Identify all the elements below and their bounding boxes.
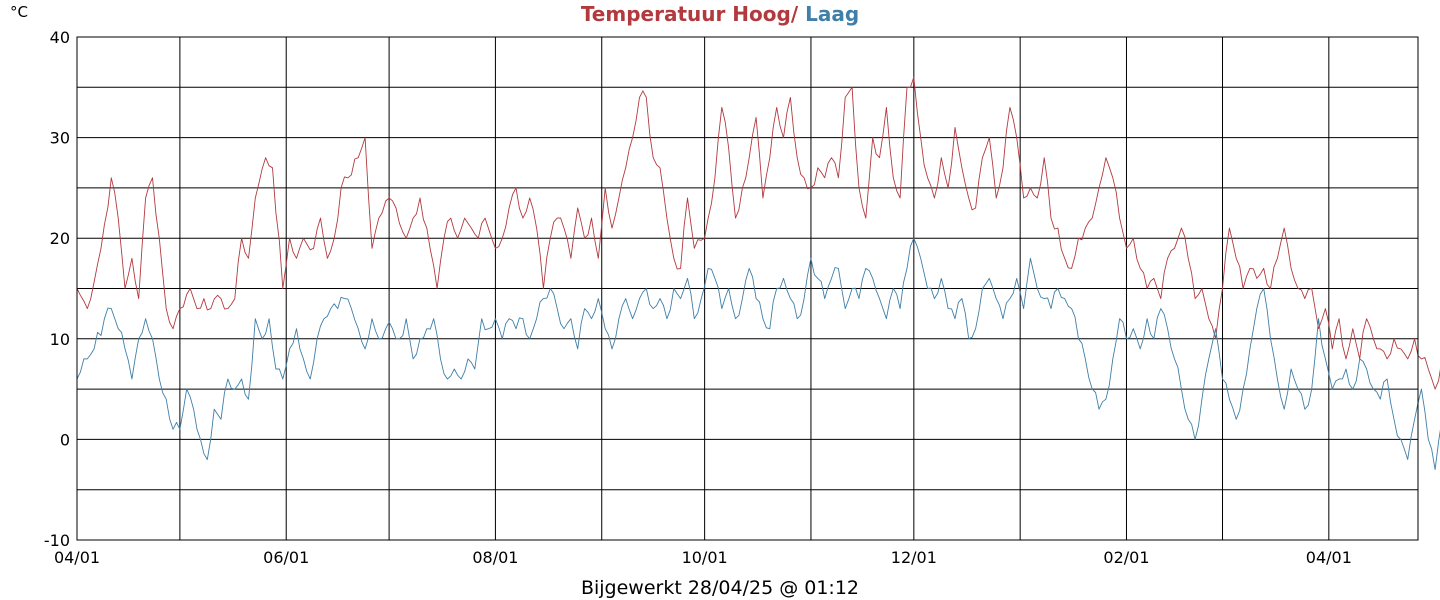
series-line-high bbox=[76, 76, 1440, 390]
x-tick-label: 06/01 bbox=[263, 548, 309, 567]
y-tick-label: 30 bbox=[50, 129, 70, 148]
y-tick-label: -10 bbox=[44, 531, 70, 550]
x-tick-label: 12/01 bbox=[891, 548, 937, 567]
y-axis-ticks: -10 0 10 20 30 40 bbox=[44, 28, 70, 550]
y-tick-label: 0 bbox=[60, 430, 70, 449]
x-tick-label: 10/01 bbox=[682, 548, 728, 567]
x-tick-label: 04/01 bbox=[54, 548, 100, 567]
x-tick-label: 08/01 bbox=[472, 548, 518, 567]
updated-timestamp: Bijgewerkt 28/04/25 @ 01:12 bbox=[581, 577, 859, 599]
y-tick-label: 40 bbox=[50, 28, 70, 47]
chart-title: Temperatuur Hoog/ Laag bbox=[581, 2, 859, 26]
y-tick-label: 10 bbox=[50, 330, 70, 349]
y-tick-label: 20 bbox=[50, 229, 70, 248]
series-layer bbox=[76, 76, 1440, 471]
y-unit-label: °C bbox=[10, 3, 28, 21]
plot-frame bbox=[76, 36, 1419, 541]
x-axis-ticks: 04/01 06/01 08/01 10/01 12/01 02/01 04/01 bbox=[54, 548, 1352, 567]
title-low-part: Laag bbox=[805, 2, 859, 26]
grid bbox=[77, 37, 1418, 540]
x-tick-label: 02/01 bbox=[1103, 548, 1149, 567]
series-line-low bbox=[76, 237, 1440, 471]
x-tick-label: 04/01 bbox=[1306, 548, 1352, 567]
title-high-part: Temperatuur Hoog/ bbox=[581, 2, 805, 26]
